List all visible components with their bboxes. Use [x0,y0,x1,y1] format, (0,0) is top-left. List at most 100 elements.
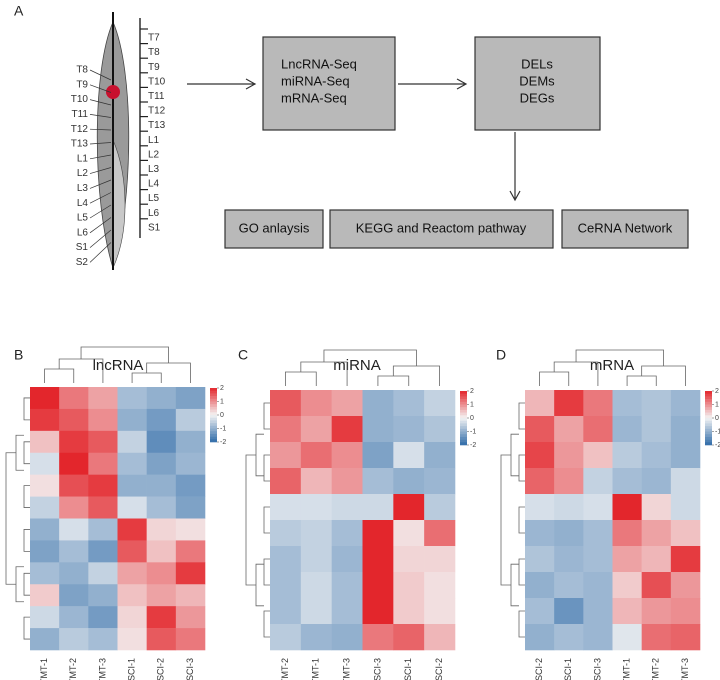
heatmap-cell [641,390,672,417]
colorbar-tick-label: -1 [715,428,720,435]
vertebra-label: T13 [71,139,89,150]
heatmap-cell [525,546,555,573]
colorbar-step [460,391,467,394]
heatmap-cell [88,584,118,607]
colorbar-tick-label: 1 [715,401,719,408]
colorbar-step [705,423,712,427]
heatmap-cell [362,468,394,495]
heatmap-cell [670,572,701,599]
heatmap-cell [30,496,60,519]
box-text: DEGs [520,90,555,105]
heatmap-cell [59,496,89,519]
heatmap-cell [300,390,332,417]
heatmap-cell [612,546,642,573]
heatmap-cell [88,562,118,585]
vertebra-label: S1 [148,222,161,233]
sample-label: TMT-3 [680,658,690,680]
colorbar-step [460,409,467,413]
leader-line [89,204,112,219]
heatmap-cell [525,572,555,599]
heatmap-cell [300,572,332,599]
heatmap-cell [393,390,425,417]
colorbar-step [210,436,217,440]
colorbar-step [705,412,712,416]
colorbar-step [460,428,467,432]
heatmap-cell [300,624,332,651]
heatmap-cell [583,416,613,443]
vertebra-label: L5 [77,213,89,224]
colorbar-step [460,404,467,408]
heatmap-cell [525,494,555,521]
row-dendrogram [245,402,270,638]
colorbar-tick-label: 2 [715,388,719,395]
heatmap-cell [362,520,394,547]
colorbar-step [460,399,467,403]
colorbar-step [705,431,712,435]
heatmap-cell [641,520,672,547]
leader-line [89,154,112,160]
heatmap-cell [88,518,118,541]
heatmap-cell [117,562,147,585]
heatmap-cell [59,540,89,563]
heatmap-cell [30,452,60,475]
heatmap-cell [117,584,147,607]
heatmap-cell [88,540,118,563]
heatmap-cell [30,562,60,585]
heatmap-cell [641,416,672,443]
heatmap-cell [424,468,456,495]
heatmap-cell [270,598,302,625]
heatmap-cell [270,468,302,495]
colorbar-step [705,399,712,403]
colorbar-tick-label: -1 [220,425,226,432]
colorbar-step [705,407,712,411]
row-dendrogram [5,397,30,640]
heatmap-cell [670,468,701,495]
heatmap-cell [270,520,302,547]
heatmap-cell [175,540,206,563]
heatmap-cell [670,416,701,443]
heatmap-cell [525,416,555,443]
colorbar-step [705,396,712,400]
heatmap-cell [175,584,206,607]
heatmap-cell [424,416,456,443]
heatmap-cell [117,628,147,651]
column-dendrogram [539,349,686,386]
vertebra-label: L6 [77,227,89,238]
colorbar-step [705,393,712,397]
colorbar-step [460,426,467,430]
heatmap-cell [641,494,672,521]
heatmap-cell [424,624,456,651]
colorbar-step [460,431,467,435]
heatmap-cell [300,468,332,495]
heatmap-cell [146,474,177,497]
colorbar-step [705,439,712,443]
colorbar-step [210,420,217,424]
colorbar-step [210,409,217,413]
heatmap-cell [525,624,555,651]
heatmap-cell [146,606,177,629]
box-text: mRNA-Seq [281,90,347,105]
heatmap-cell [59,584,89,607]
heatmap-cell [146,430,177,454]
heatmap-cell [146,540,177,563]
colorbar-step [460,396,467,400]
heatmap-cell [59,518,89,541]
colorbar-tick-label: -1 [470,428,476,435]
colorbar-step [460,412,467,416]
heatmap-cell [146,408,177,432]
heatmap-cell [30,540,60,563]
heatmap-title: mRNA [590,357,634,374]
heatmap-cell [583,390,613,417]
leader-line [89,69,112,81]
heatmap-cell [554,494,584,521]
colorbar-step [460,418,467,421]
heatmap-cell [146,452,177,475]
heatmap-cell [612,416,642,443]
analysis-box [561,209,689,249]
heatmap-cell [300,442,332,469]
box-text: CeRNA Network [578,220,673,235]
heatmap-cell [175,606,206,629]
heatmap-cell [554,598,584,625]
de-box [474,36,601,131]
leader-line [89,242,112,263]
